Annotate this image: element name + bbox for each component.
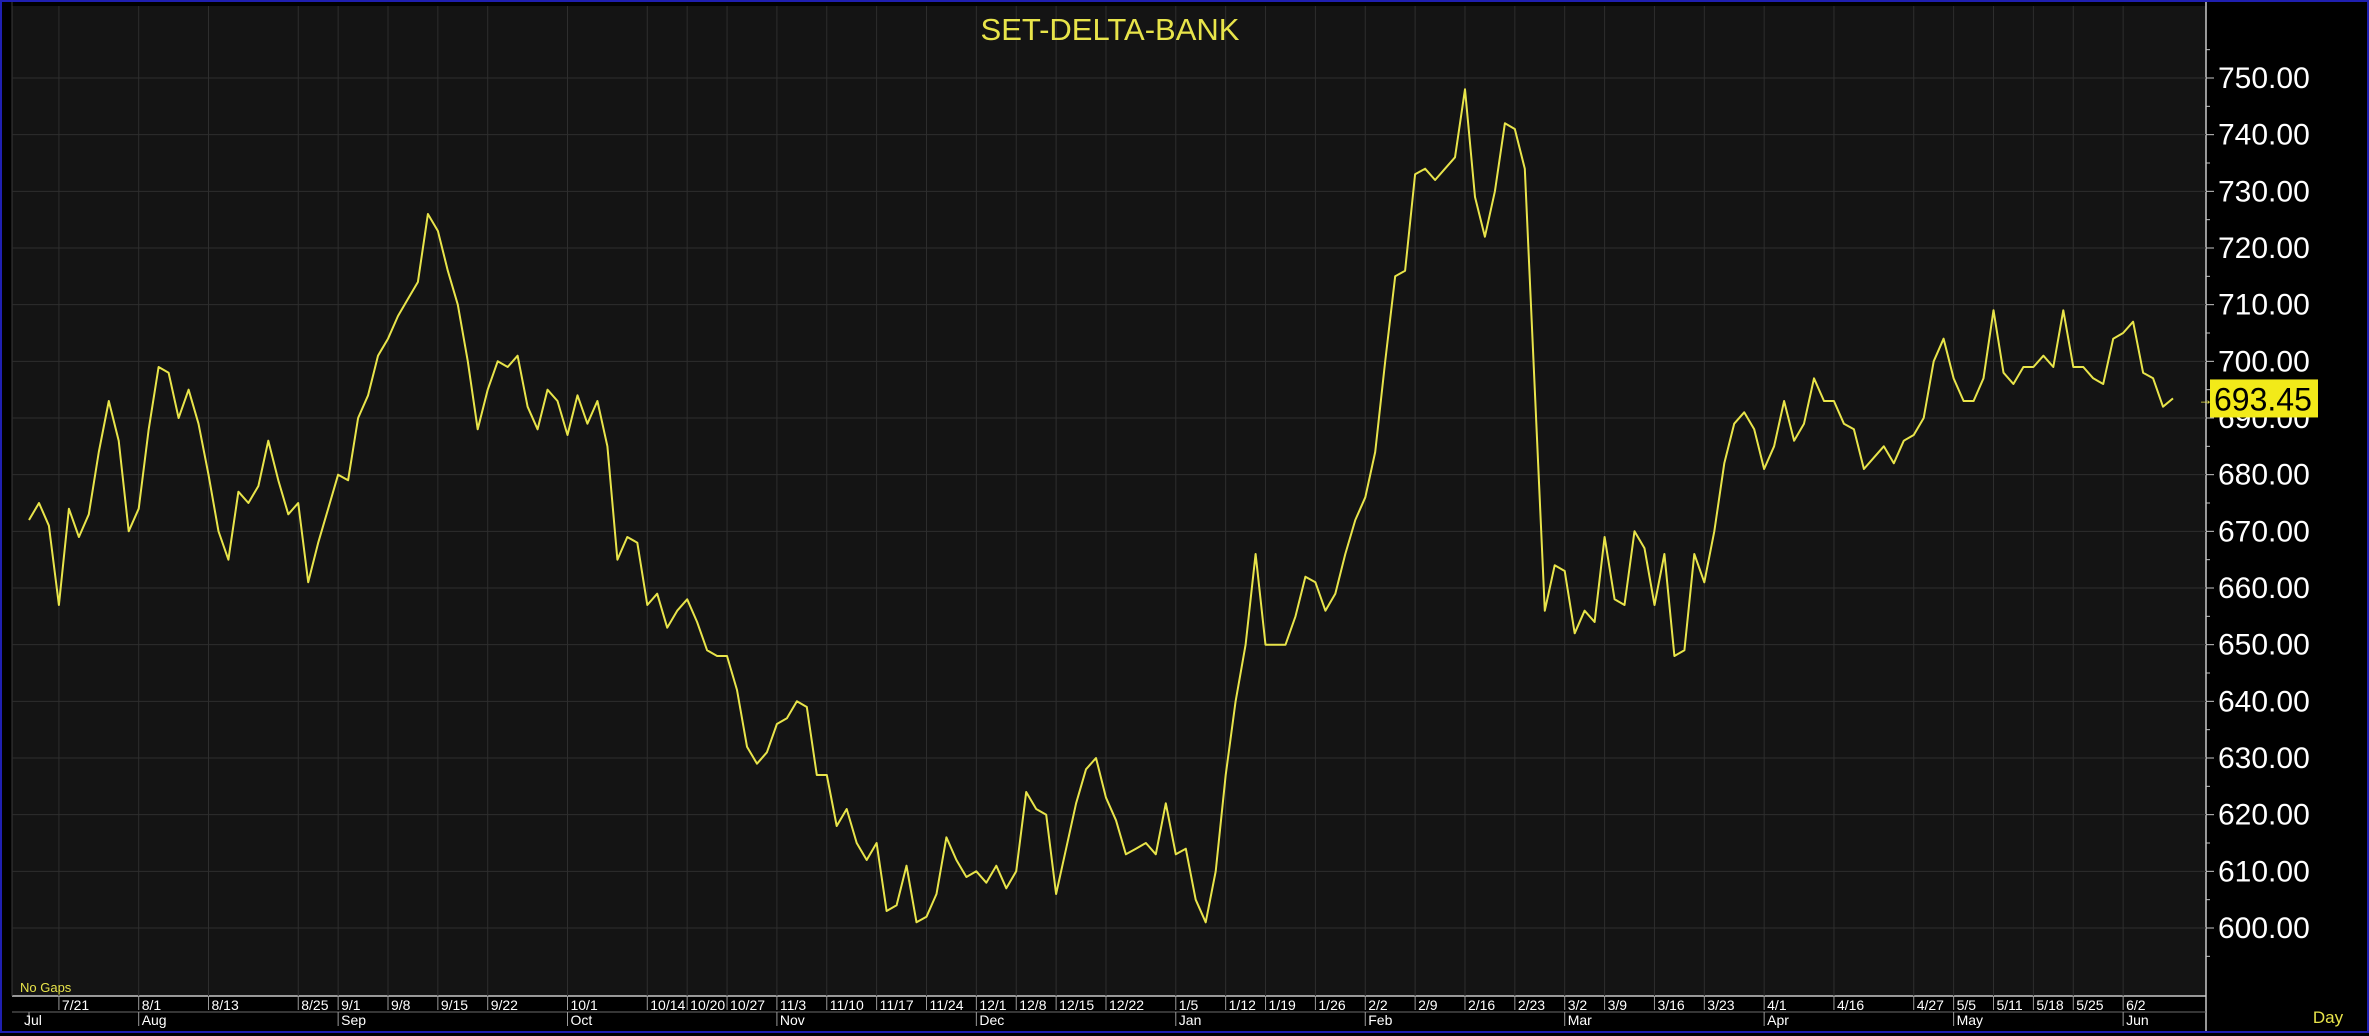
x-tick-label: 4/1 bbox=[1767, 997, 1787, 1013]
plot-background bbox=[12, 6, 2206, 996]
x-tick-label: 10/20 bbox=[690, 997, 725, 1013]
no-gaps-label: No Gaps bbox=[20, 980, 72, 995]
x-tick-label: 10/27 bbox=[730, 997, 765, 1013]
x-tick-label: 3/23 bbox=[1707, 997, 1734, 1013]
x-tick-label: 3/16 bbox=[1657, 997, 1684, 1013]
x-tick-label: 6/2 bbox=[2126, 997, 2146, 1013]
month-label: Nov bbox=[780, 1012, 805, 1028]
y-tick-label: 670.00 bbox=[2218, 515, 2310, 548]
y-axis-ticks: 600.00 610.00 620.00 630.00 640.00 650.00 660.… bbox=[2206, 49, 2310, 957]
y-tick-label: 750.00 bbox=[2218, 62, 2310, 95]
x-tick-label: 10/14 bbox=[650, 997, 685, 1013]
x-tick-label: 2/23 bbox=[1518, 997, 1545, 1013]
y-tick-label: 630.00 bbox=[2218, 742, 2310, 775]
month-label: Feb bbox=[1368, 1012, 1392, 1028]
x-tick-label: 2/16 bbox=[1468, 997, 1495, 1013]
x-tick-label: 8/1 bbox=[142, 997, 162, 1013]
month-label: Jan bbox=[1179, 1012, 1202, 1028]
grid-lines bbox=[11, 2, 2207, 1031]
month-label: Aug bbox=[142, 1012, 167, 1028]
month-label: Mar bbox=[1568, 1012, 1592, 1028]
x-tick-label: 5/18 bbox=[2036, 997, 2063, 1013]
x-tick-label: 2/9 bbox=[1418, 997, 1438, 1013]
month-label: Dec bbox=[979, 1012, 1004, 1028]
x-tick-label: 1/5 bbox=[1179, 997, 1199, 1013]
month-label: Apr bbox=[1767, 1012, 1789, 1028]
x-tick-label: 12/1 bbox=[979, 997, 1006, 1013]
y-tick-label: 660.00 bbox=[2218, 572, 2310, 605]
chart-title: SET-DELTA-BANK bbox=[981, 12, 1240, 47]
x-tick-label: 5/25 bbox=[2076, 997, 2103, 1013]
y-tick-label: 640.00 bbox=[2218, 685, 2310, 718]
date-axis-panel bbox=[2, 996, 2206, 1031]
y-tick-label: 600.00 bbox=[2218, 912, 2310, 945]
month-label: Oct bbox=[570, 1012, 592, 1028]
x-tick-label: 9/1 bbox=[341, 997, 361, 1013]
x-tick-label: 2/2 bbox=[1368, 997, 1388, 1013]
x-tick-label: 11/10 bbox=[830, 997, 864, 1013]
x-tick-label: 1/12 bbox=[1229, 997, 1256, 1013]
y-tick-label: 700.00 bbox=[2218, 345, 2310, 378]
price-axis-panel bbox=[2206, 2, 2367, 1031]
month-label: May bbox=[1957, 1012, 1983, 1028]
y-tick-label: 740.00 bbox=[2218, 119, 2310, 152]
x-tick-label: 12/8 bbox=[1019, 997, 1046, 1013]
x-tick-label: 10/1 bbox=[570, 997, 597, 1013]
x-tick-label: 9/15 bbox=[441, 997, 468, 1013]
last-value-arrow-icon: → bbox=[2198, 391, 2213, 408]
x-tick-label: 4/27 bbox=[1917, 997, 1944, 1013]
y-tick-label: 680.00 bbox=[2218, 459, 2310, 492]
x-tick-label: 1/19 bbox=[1269, 997, 1296, 1013]
x-tick-label: 5/5 bbox=[1957, 997, 1977, 1013]
x-tick-label: 3/2 bbox=[1568, 997, 1588, 1013]
series-line bbox=[28, 88, 2174, 924]
x-tick-label: 8/25 bbox=[301, 997, 328, 1013]
y-tick-label: 620.00 bbox=[2218, 799, 2310, 832]
last-value-label: 693.45 bbox=[2214, 381, 2312, 417]
x-tick-label: 3/9 bbox=[1608, 997, 1628, 1013]
x-tick-label: 9/22 bbox=[491, 997, 518, 1013]
x-tick-label: 12/15 bbox=[1059, 997, 1094, 1013]
y-tick-label: 730.00 bbox=[2218, 175, 2310, 208]
month-label: Jul bbox=[24, 1012, 42, 1028]
last-value-badge: → 693.45 bbox=[2198, 379, 2318, 418]
y-tick-label: 650.00 bbox=[2218, 629, 2310, 662]
x-tick-label: 4/16 bbox=[1837, 997, 1864, 1013]
x-tick-label: 9/8 bbox=[391, 997, 411, 1013]
last-value-box bbox=[2210, 379, 2318, 418]
series-layer bbox=[28, 88, 2174, 924]
x-tick-label: 8/13 bbox=[211, 997, 238, 1013]
month-label: Sep bbox=[341, 1012, 366, 1028]
y-tick-label: 610.00 bbox=[2218, 855, 2310, 888]
x-tick-label: 11/17 bbox=[880, 997, 914, 1013]
x-tick-label: 1/26 bbox=[1318, 997, 1345, 1013]
x-tick-label: 12/22 bbox=[1109, 997, 1144, 1013]
y-tick-label: 720.00 bbox=[2218, 232, 2310, 265]
x-tick-label: 11/24 bbox=[929, 997, 963, 1013]
y-tick-label: 710.00 bbox=[2218, 289, 2310, 322]
period-label[interactable]: Day bbox=[2313, 1008, 2344, 1027]
x-tick-label: 11/3 bbox=[780, 997, 806, 1013]
x-tick-label: 7/21 bbox=[62, 997, 89, 1013]
month-label: Jun bbox=[2126, 1012, 2149, 1028]
x-tick-label: 5/11 bbox=[1997, 997, 2023, 1013]
x-axis-ticks: 7/21 8/1 8/13 8/25 9/1 9/8 9/15 9/22 10/1 10/14 10… bbox=[12, 996, 2206, 1028]
